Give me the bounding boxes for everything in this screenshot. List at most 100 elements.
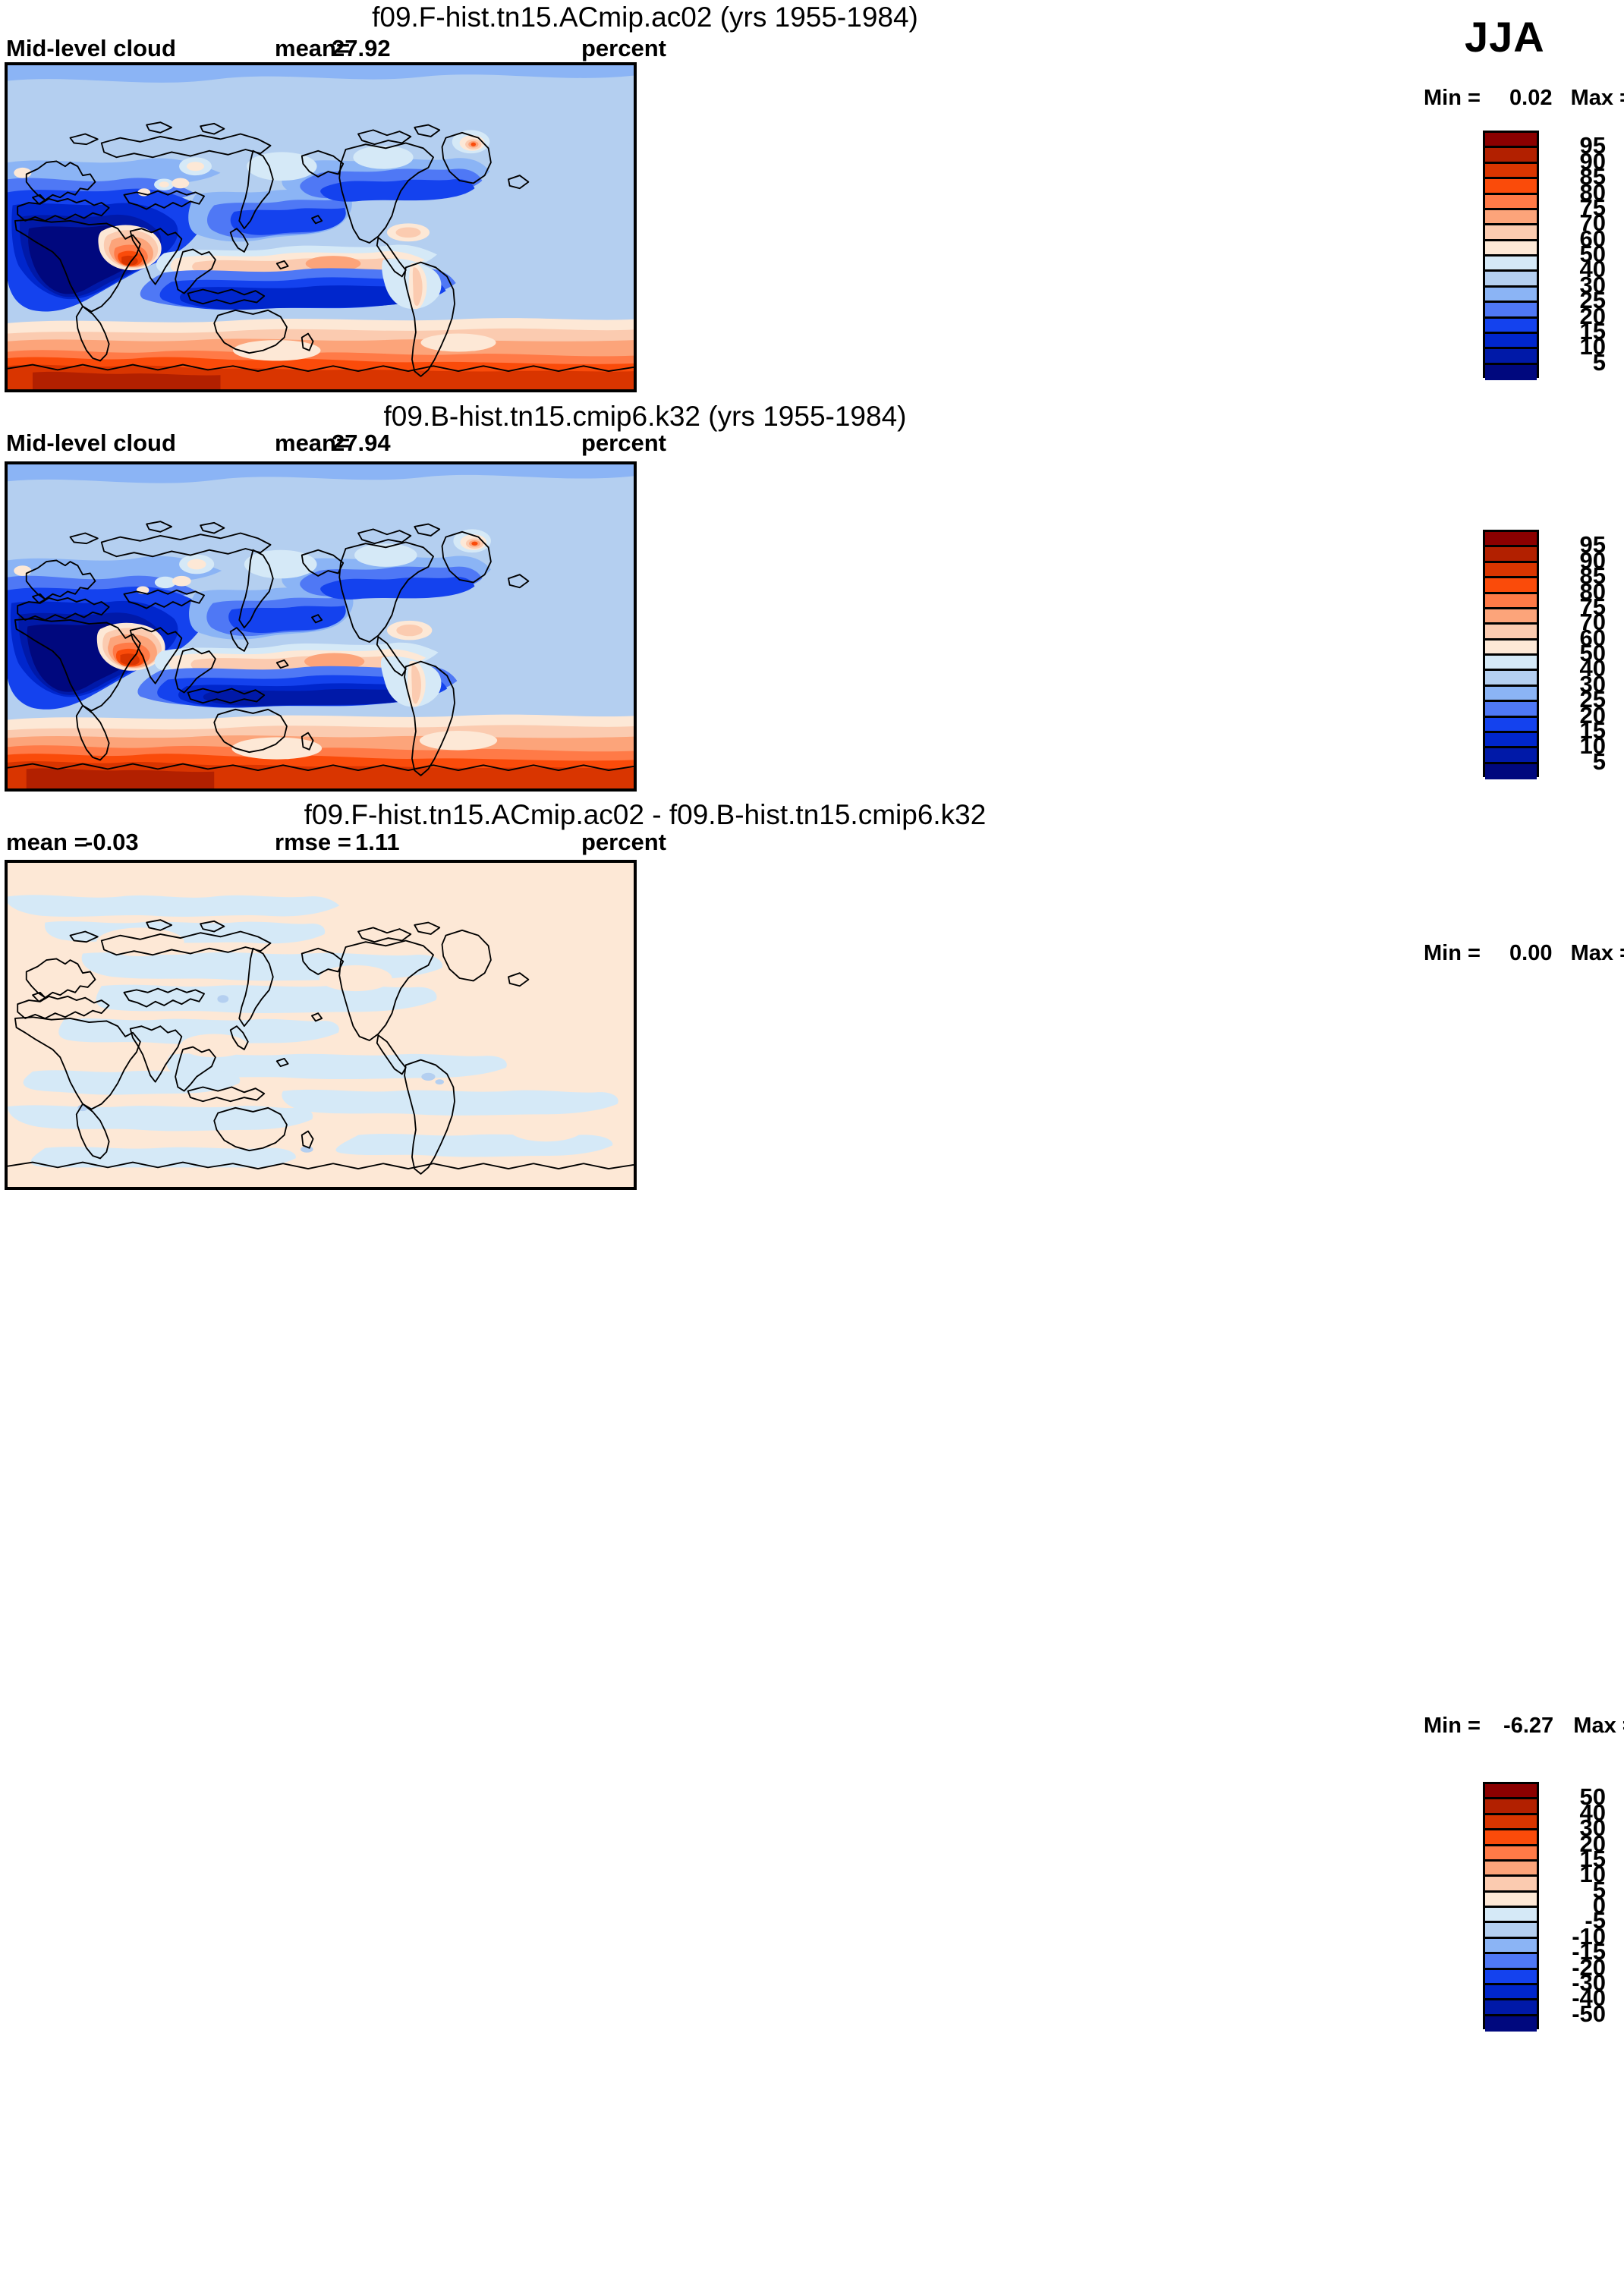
panel-bottom-title: f09.F-hist.tn15.ACmip.ac02 - f09.B-hist.… [304,799,987,830]
colorbar-cell [1485,732,1537,749]
map-middle-field [8,464,634,788]
colorbar-tick-label: 75 [1579,194,1606,221]
colorbar-cell [1485,209,1537,226]
colorbar-middle: 95 90 85 80 75 70 60 50 40 30 25 20 15 10 5 [1483,530,1624,779]
colorbar-cell [1485,547,1537,563]
colorbar-tick-label: 5 [1592,748,1606,775]
colorbar-cell [1485,1877,1537,1893]
colorbar-tick-label: -40 [1572,1984,1606,2012]
panel-middle-title: f09.B-hist.tn15.cmip6.k32 (yrs 1955-1984… [383,401,907,432]
colorbar-tick-label: 25 [1579,287,1606,314]
panel-middle-max-label: Max = [1570,941,1624,965]
colorbar-cell [1485,1969,1537,1985]
colorbar-cell [1485,1799,1537,1815]
colorbar-tick-label: 30 [1579,271,1606,298]
colorbar-tick-label: 5 [1592,348,1606,376]
colorbar-cell [1485,656,1537,672]
panel-top-mean-value: 27.92 [332,35,391,61]
panel-middle-mean-label: mean= [275,430,351,456]
colorbar-cell [1485,702,1537,718]
colorbar-tick-label: 85 [1579,163,1606,190]
colorbar-tick-label: 80 [1579,178,1606,206]
colorbar-cell [1485,593,1537,609]
panel-bottom-rmse-label: rmse = [275,829,351,855]
season-label: JJA [1465,13,1545,61]
colorbar-cell [1485,2000,1537,2016]
colorbar-tick-label: 10 [1579,732,1606,760]
colorbar-tick-label: 20 [1579,1830,1606,1857]
colorbar-tick-label: -15 [1572,1938,1606,1966]
colorbar-tick-label: -10 [1572,1922,1606,1950]
colorbar-cell [1485,349,1537,365]
colorbar-tick-label: 50 [1579,1783,1606,1811]
colorbar-tick-label: 5 [1592,1876,1606,1903]
panel-bottom-mean-value: -0.03 [85,829,139,855]
colorbar-tick-label: 70 [1579,609,1606,636]
panel-middle-minmax: Min = 0.00 Max = 94.39 [1424,941,1624,966]
map-panel-middle [5,461,637,792]
colorbar-tick-label: 50 [1579,241,1606,267]
panel-top-min-value: 0.02 [1509,86,1553,110]
colorbar-tick-label: 70 [1579,209,1606,237]
panel-middle-min-value: 0.00 [1509,941,1553,965]
colorbar-tick-label: 30 [1579,1814,1606,1842]
colorbar-tick-label: -30 [1572,1969,1606,1996]
panel-top-mean-label: mean= [275,35,351,61]
panel-bottom-rmse-value: 1.11 [355,829,400,855]
colorbar-cell [1485,686,1537,703]
colorbar-cell [1485,303,1537,319]
colorbar-tick-label: 25 [1579,686,1606,713]
panel-bottom-min-value: -6.27 [1503,1714,1554,1738]
colorbar-cell [1485,1846,1537,1862]
colorbar-cell [1485,2016,1537,2032]
colorbar-tick-label: 15 [1579,1845,1606,1872]
colorbar-cell [1485,1784,1537,1800]
colorbar-cell [1485,287,1537,304]
colorbar-tick-label: -5 [1585,1907,1606,1934]
colorbar-tick-label: -20 [1572,1953,1606,1981]
colorbar-cell [1485,609,1537,625]
panel-middle-mean-value: 27.94 [332,430,391,456]
panel-middle-min-label: Min = [1424,941,1481,965]
colorbar-swatches [1483,1782,1539,2032]
colorbar-cell [1485,562,1537,579]
colorbar-cell [1485,578,1537,594]
panel-middle-variable-label: Mid-level cloud [6,430,176,456]
panel-bottom-minmax: Min = -6.27 Max = 4.98 [1424,1714,1624,1739]
colorbar-cell [1485,1954,1537,1970]
colorbar-tick-label: 60 [1579,624,1606,651]
colorbar-labels: 50 40 30 20 15 10 5 0 -5 -10 -15 -20 -30 -40 -50 [1547,1782,1624,2029]
colorbar-labels: 95 90 85 80 75 70 60 50 40 30 25 20 15 10 5 [1547,131,1624,378]
colorbar-cell [1485,1908,1537,1924]
colorbar-swatches [1483,131,1539,380]
map-bottom-svg [8,863,634,1187]
colorbar-tick-label: 90 [1579,147,1606,175]
colorbar-cell [1485,364,1537,380]
colorbar-cell [1485,1861,1537,1877]
colorbar-cell [1485,532,1537,548]
colorbar-cell [1485,748,1537,764]
panel-top-title: f09.F-hist.tn15.ACmip.ac02 (yrs 1955-198… [372,2,918,33]
colorbar-tick-label: 40 [1579,655,1606,682]
colorbar-cell [1485,1892,1537,1908]
colorbar-tick-label: 95 [1579,531,1606,559]
colorbar-labels: 95 90 85 80 75 70 60 50 40 30 25 20 15 10 5 [1547,530,1624,777]
colorbar-top: 95 90 85 80 75 70 60 50 40 30 25 20 15 10 5 [1483,131,1624,380]
panel-top-max-label: Max = [1570,86,1624,110]
colorbar-cell [1485,763,1537,779]
panel-bottom-min-label: Min = [1424,1714,1481,1738]
map-panel-top [5,62,637,392]
colorbar-cell [1485,1923,1537,1939]
colorbar-cell [1485,1938,1537,1955]
colorbar-cell [1485,640,1537,656]
panel-bottom-mean-label: mean = [6,829,88,855]
colorbar-cell [1485,717,1537,733]
colorbar-cell [1485,257,1537,272]
colorbar-cell [1485,179,1537,195]
panel-top-variable-label: Mid-level cloud [6,35,176,61]
colorbar-cell [1485,1830,1537,1846]
colorbar-tick-label: 20 [1579,302,1606,329]
colorbar-swatches [1483,530,1539,779]
colorbar-cell [1485,225,1537,241]
colorbar-tick-label: 95 [1579,132,1606,159]
